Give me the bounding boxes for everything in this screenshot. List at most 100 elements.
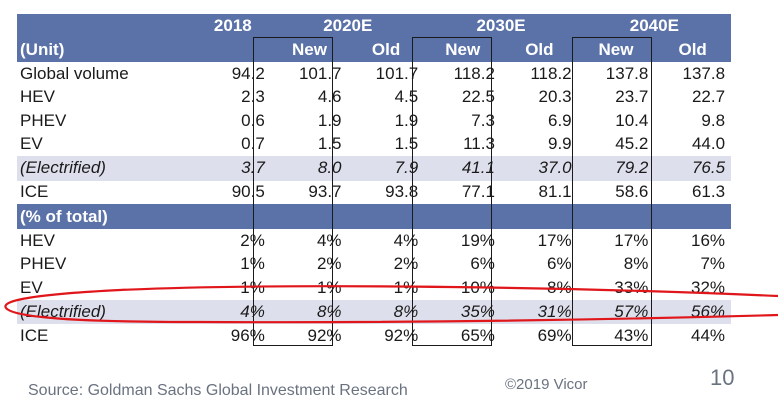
table-cell: 44% <box>691 325 726 345</box>
table-row: (Electrified) 3.7 8.0 7.9 41.1 37.0 79.2 76.5 <box>17 156 731 181</box>
table-cell: 23.7 <box>615 87 649 107</box>
header-2020e: 2020E <box>323 15 373 35</box>
table-cell: 77.1 <box>461 182 495 202</box>
table-cell: 0.6 <box>241 110 265 130</box>
table-cell: 10% <box>460 277 495 297</box>
table-cell: 44.0 <box>691 134 726 154</box>
pct-rows: HEV 2% 4% 4% 19% 17% 17% 16% PHEV 1% 2% 2% 6% 6% 8% 7% E… <box>17 229 731 348</box>
table-cell: 1.5 <box>317 134 342 154</box>
table-cell: 4% <box>316 230 342 250</box>
table-cell: 57% <box>614 301 649 321</box>
section-label: (% of total) <box>20 206 108 226</box>
table-cell: 8% <box>547 277 572 297</box>
table-cell: 22.5 <box>461 87 495 107</box>
table-cell: 118.2 <box>453 63 495 83</box>
table-cell: 1.5 <box>394 134 419 154</box>
table-cell: 58.6 <box>615 182 649 202</box>
table-cell: 137.8 <box>605 63 649 83</box>
table-cell: 81.1 <box>538 182 572 202</box>
table-cell: 31% <box>537 301 572 321</box>
table-cell: 8.0 <box>317 158 342 178</box>
table-cell: 93.8 <box>385 182 419 202</box>
table-cell: 7.3 <box>471 110 495 130</box>
table-cell: 1% <box>393 277 419 297</box>
forecast-table: 2018 2020E 2030E 2040E (Unit) New Old Ne… <box>17 14 731 348</box>
table-cell: 19% <box>460 230 495 250</box>
table-row: HEV 2.3 4.6 4.5 22.5 20.3 23.7 22.7 <box>17 86 731 110</box>
table-cell: 41.1 <box>461 158 495 178</box>
header-unit: (Unit) <box>20 39 65 59</box>
table-cell: 8% <box>623 254 649 274</box>
table-cell: 17% <box>614 230 649 250</box>
table-cell: 8% <box>393 301 419 321</box>
table-cell: 137.8 <box>682 63 726 83</box>
table-cell: 92% <box>384 325 419 345</box>
table-row: ICE 96% 92% 92% 65% 69% 43% 44% <box>17 324 731 348</box>
table-cell: 4.6 <box>317 87 342 107</box>
table-cell: 10.4 <box>615 110 649 130</box>
table-cell: 96% <box>230 325 265 345</box>
row-label: (Electrified) <box>20 301 106 321</box>
table-cell: 4% <box>240 301 265 321</box>
table-cell: 32% <box>691 277 726 297</box>
table-cell: 90.5 <box>231 182 265 202</box>
table-cell: 65% <box>460 325 495 345</box>
row-label: ICE <box>20 182 49 202</box>
header-old: Old <box>678 39 707 59</box>
header-new: New <box>445 39 481 59</box>
row-label: HEV <box>20 230 55 250</box>
header-2040e: 2040E <box>629 15 679 35</box>
table-row: ICE 90.5 93.7 93.8 77.1 81.1 58.6 61.3 <box>17 181 731 205</box>
table-row: EV 0.7 1.5 1.5 11.3 9.9 45.2 44.0 <box>17 133 731 157</box>
table-cell: 9.8 <box>701 110 726 130</box>
table-cell: 6% <box>470 254 495 274</box>
table-cell: 0.7 <box>241 134 265 154</box>
row-label: (Electrified) <box>20 158 106 178</box>
table-cell: 61.3 <box>691 182 726 202</box>
header-new: New <box>291 39 327 59</box>
table-cell: 4% <box>393 230 419 250</box>
header-2018: 2018 <box>213 15 252 35</box>
table-cell: 16% <box>691 230 726 250</box>
table-cell: 93.7 <box>308 182 342 202</box>
unit-rows: Global volume 94.2 101.7 101.7 118.2 118.2 137… <box>17 62 731 204</box>
row-label: HEV <box>20 87 55 107</box>
header-row-years: 2018 2020E 2030E 2040E <box>17 14 731 37</box>
row-label: Global volume <box>20 63 129 83</box>
table-cell: 1% <box>240 277 265 297</box>
table-cell: 2% <box>316 254 342 274</box>
table-cell: 118.2 <box>530 63 572 83</box>
table-cell: 11.3 <box>463 134 495 154</box>
table-cell: 69% <box>537 325 572 345</box>
table-cell: 76.5 <box>691 158 726 178</box>
row-label: EV <box>20 134 43 154</box>
section-pct-of-total: (% of total) <box>17 204 731 229</box>
table-cell: 37.0 <box>538 158 572 178</box>
table-cell: 22.7 <box>691 87 726 107</box>
table-cell: 56% <box>691 301 726 321</box>
table-cell: 6.9 <box>547 110 572 130</box>
table-cell: 33% <box>614 277 649 297</box>
table-cell: 20.3 <box>538 87 572 107</box>
row-label: EV <box>20 277 43 297</box>
table-cell: 7% <box>700 254 726 274</box>
table-cell: 6% <box>547 254 572 274</box>
table-cell: 3.7 <box>241 158 265 178</box>
row-label: ICE <box>20 325 49 345</box>
page-number: 10 <box>710 365 735 390</box>
header-row-sub: (Unit) New Old New Old New Old <box>17 37 731 62</box>
copyright: ©2019 Vicor <box>505 376 588 393</box>
table-cell: 9.9 <box>547 134 572 154</box>
table-row: PHEV 0.6 1.9 1.9 7.3 6.9 10.4 9.8 <box>17 109 731 133</box>
source-note: Source: Goldman Sachs Global Investment … <box>28 382 408 399</box>
table-cell: 7.9 <box>394 158 419 178</box>
table-cell: 17% <box>537 230 572 250</box>
header-old: Old <box>525 39 554 59</box>
table-cell: 101.7 <box>298 63 342 83</box>
table-row: (Electrified) 4% 8% 8% 35% 31% 57% 56% <box>17 299 731 324</box>
table-cell: 79.2 <box>615 158 649 178</box>
table-row: HEV 2% 4% 4% 19% 17% 17% 16% <box>17 229 731 253</box>
table-cell: 94.2 <box>231 63 265 83</box>
table-cell: 43% <box>614 325 649 345</box>
row-label: PHEV <box>20 254 67 274</box>
